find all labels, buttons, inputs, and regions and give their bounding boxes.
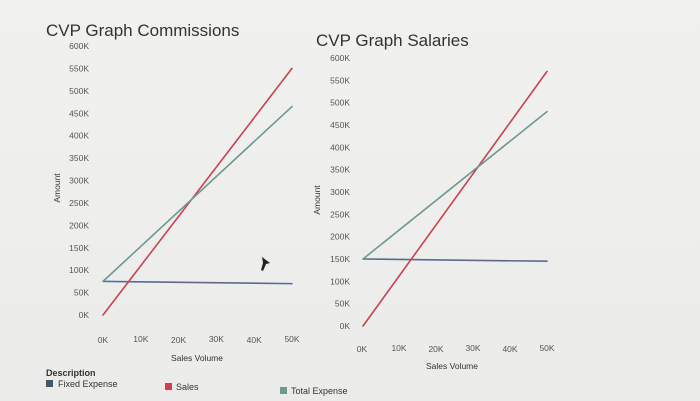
x-tick-label: 20K (171, 335, 186, 345)
series-line-sales (102, 67, 293, 316)
x-tick-label: 20K (428, 344, 443, 354)
y-tick-label: 0K (79, 310, 90, 320)
y-tick-label: 50K (335, 299, 350, 309)
y-tick-label: 300K (330, 187, 350, 197)
series-line-fixed-expense (102, 280, 293, 285)
x-tick-label: 50K (284, 334, 299, 344)
y-tick-label: 400K (69, 131, 89, 141)
y-tick-label: 200K (330, 232, 350, 242)
legend: Description Fixed Expense Sales Total Ex… (46, 368, 348, 396)
y-tick-label: 450K (69, 108, 89, 118)
series-line-sales (362, 70, 548, 327)
legend-label-sales: Sales (176, 382, 199, 392)
chart-title: CVP Graph Commissions (46, 21, 239, 40)
y-tick-label: 550K (330, 75, 350, 85)
y-tick-label: 600K (69, 41, 89, 51)
y-tick-label: 600K (330, 53, 350, 63)
x-tick-labels: 0K 10K 20K 30K 40K 50K (98, 334, 300, 345)
series-lines (102, 67, 293, 316)
y-tick-label: 300K (69, 176, 89, 186)
y-tick-label: 100K (69, 265, 89, 275)
x-tick-label: 30K (465, 343, 480, 353)
y-axis-label: Amount (312, 185, 322, 215)
series-lines (362, 70, 548, 327)
x-axis-label: Sales Volume (171, 353, 223, 363)
x-tick-label: 10K (391, 343, 406, 353)
series-line-total-expense (362, 110, 548, 260)
y-tick-labels: 0K 50K 100K 150K 200K 250K 300K 350K 400K 450K 500… (330, 53, 350, 331)
y-tick-label: 100K (330, 276, 350, 286)
y-tick-label: 50K (74, 288, 89, 298)
y-tick-label: 250K (69, 198, 89, 208)
y-tick-label: 200K (69, 220, 89, 230)
series-line-fixed-expense (362, 258, 548, 263)
x-tick-label: 50K (539, 343, 554, 353)
y-tick-label: 150K (330, 254, 350, 264)
y-tick-label: 500K (330, 98, 350, 108)
y-axis-label: Amount (52, 173, 62, 203)
legend-swatch-fixed-expense (46, 380, 53, 387)
series-line-total-expense (102, 105, 293, 283)
legend-title: Description (46, 368, 96, 378)
x-tick-label: 0K (357, 344, 368, 354)
y-tick-label: 400K (330, 142, 350, 152)
y-tick-label: 150K (69, 243, 89, 253)
x-tick-label: 10K (133, 334, 148, 344)
x-axis-label: Sales Volume (426, 361, 478, 371)
y-tick-label: 350K (330, 165, 350, 175)
y-tick-label: 500K (69, 86, 89, 96)
y-tick-label: 350K (69, 153, 89, 163)
x-tick-label: 40K (502, 344, 517, 354)
legend-swatch-total-expense (280, 387, 287, 394)
legend-swatch-sales (165, 383, 172, 390)
y-tick-label: 450K (330, 120, 350, 130)
y-tick-labels: 0K 50K 100K 150K 200K 250K 300K 350K 400K 450K 500… (69, 41, 89, 320)
x-tick-label: 0K (98, 335, 109, 345)
x-tick-labels: 0K 10K 20K 30K 40K 50K (357, 343, 555, 354)
y-tick-label: 250K (330, 209, 350, 219)
legend-label-fixed-expense: Fixed Expense (58, 379, 118, 389)
y-tick-label: 550K (69, 63, 89, 73)
x-tick-label: 30K (209, 334, 224, 344)
chart-title: CVP Graph Salaries (316, 31, 469, 50)
chart-commissions: CVP Graph Commissions Amount Sales Volum… (46, 21, 300, 363)
y-tick-label: 0K (340, 321, 351, 331)
mouse-cursor-icon (261, 257, 270, 271)
x-tick-label: 40K (247, 335, 262, 345)
chart-salaries: CVP Graph Salaries Amount Sales Volume 0… (312, 31, 555, 371)
legend-label-total-expense: Total Expense (291, 386, 348, 396)
